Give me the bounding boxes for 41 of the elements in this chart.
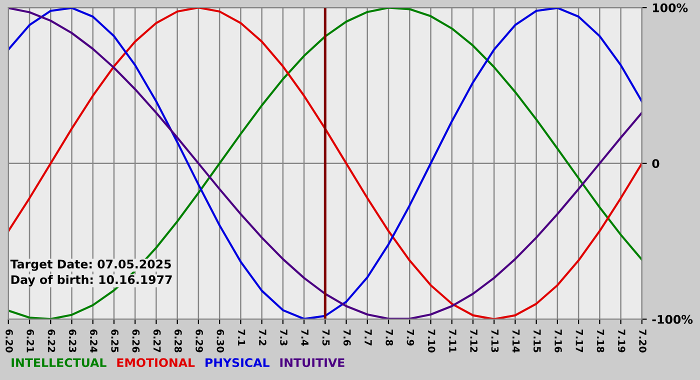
text: INTELLECTUAL	[12, 358, 106, 368]
x-tick-label: 7.5	[322, 330, 330, 346]
x-tick-label: 6.28	[174, 330, 182, 352]
x-tick-label: 6.26	[132, 330, 140, 352]
x-tick-label: 7.12	[470, 330, 478, 352]
y-tick-label: 0	[652, 159, 660, 168]
x-tick-label: 6.22	[48, 330, 56, 352]
x-tick-label: 7.19	[618, 330, 626, 352]
x-tick-label: 7.1	[238, 330, 246, 346]
x-tick-label: 7.18	[596, 330, 604, 352]
line-series	[8, 8, 642, 320]
x-tick-label: 7.16	[554, 330, 562, 352]
x-tick-label: 6.29	[196, 330, 203, 352]
x-tick-label: 7.13	[491, 330, 499, 352]
x-tick-label: 7.10	[428, 330, 436, 352]
x-tick-label: 6.30	[216, 330, 224, 352]
x-tick-label: 7.14	[512, 330, 520, 352]
annotation: Target Date: 07.05.2025	[10, 260, 171, 271]
x-tick-label: 7.8	[386, 330, 394, 346]
text: PHYSICAL	[206, 358, 270, 368]
annotation: Day of birth: 10.16.1977	[11, 274, 172, 286]
x-tick-label: 6.20	[6, 330, 13, 352]
y-tick-label: 100%	[652, 3, 688, 12]
x-tick-label: 7.6	[343, 330, 351, 346]
x-tick-label: 6.21	[26, 330, 34, 352]
x-tick-label: 7.17	[576, 330, 583, 352]
x-tick-label: 7.3	[280, 330, 288, 346]
x-tick-label: 6.24	[90, 330, 98, 352]
x-tick-label: 6.27	[153, 330, 161, 352]
x-tick-label: 6.23	[68, 330, 76, 352]
x-tick-label: 7.2	[259, 330, 266, 346]
x-tick-label: 6.25	[111, 330, 119, 352]
x-tick-label: 7.20	[639, 330, 646, 352]
y-tick-label: -100%	[652, 314, 693, 324]
x-tick-label: 7.7	[364, 330, 372, 346]
x-tick-label: 7.11	[449, 330, 456, 352]
x-tick-label: 7.9	[406, 330, 414, 346]
text: INTUITIVE	[280, 358, 344, 368]
x-tick-label: 7.4	[301, 330, 308, 346]
x-tick-label: 7.15	[533, 330, 541, 352]
text: EMOTIONAL	[117, 358, 195, 368]
